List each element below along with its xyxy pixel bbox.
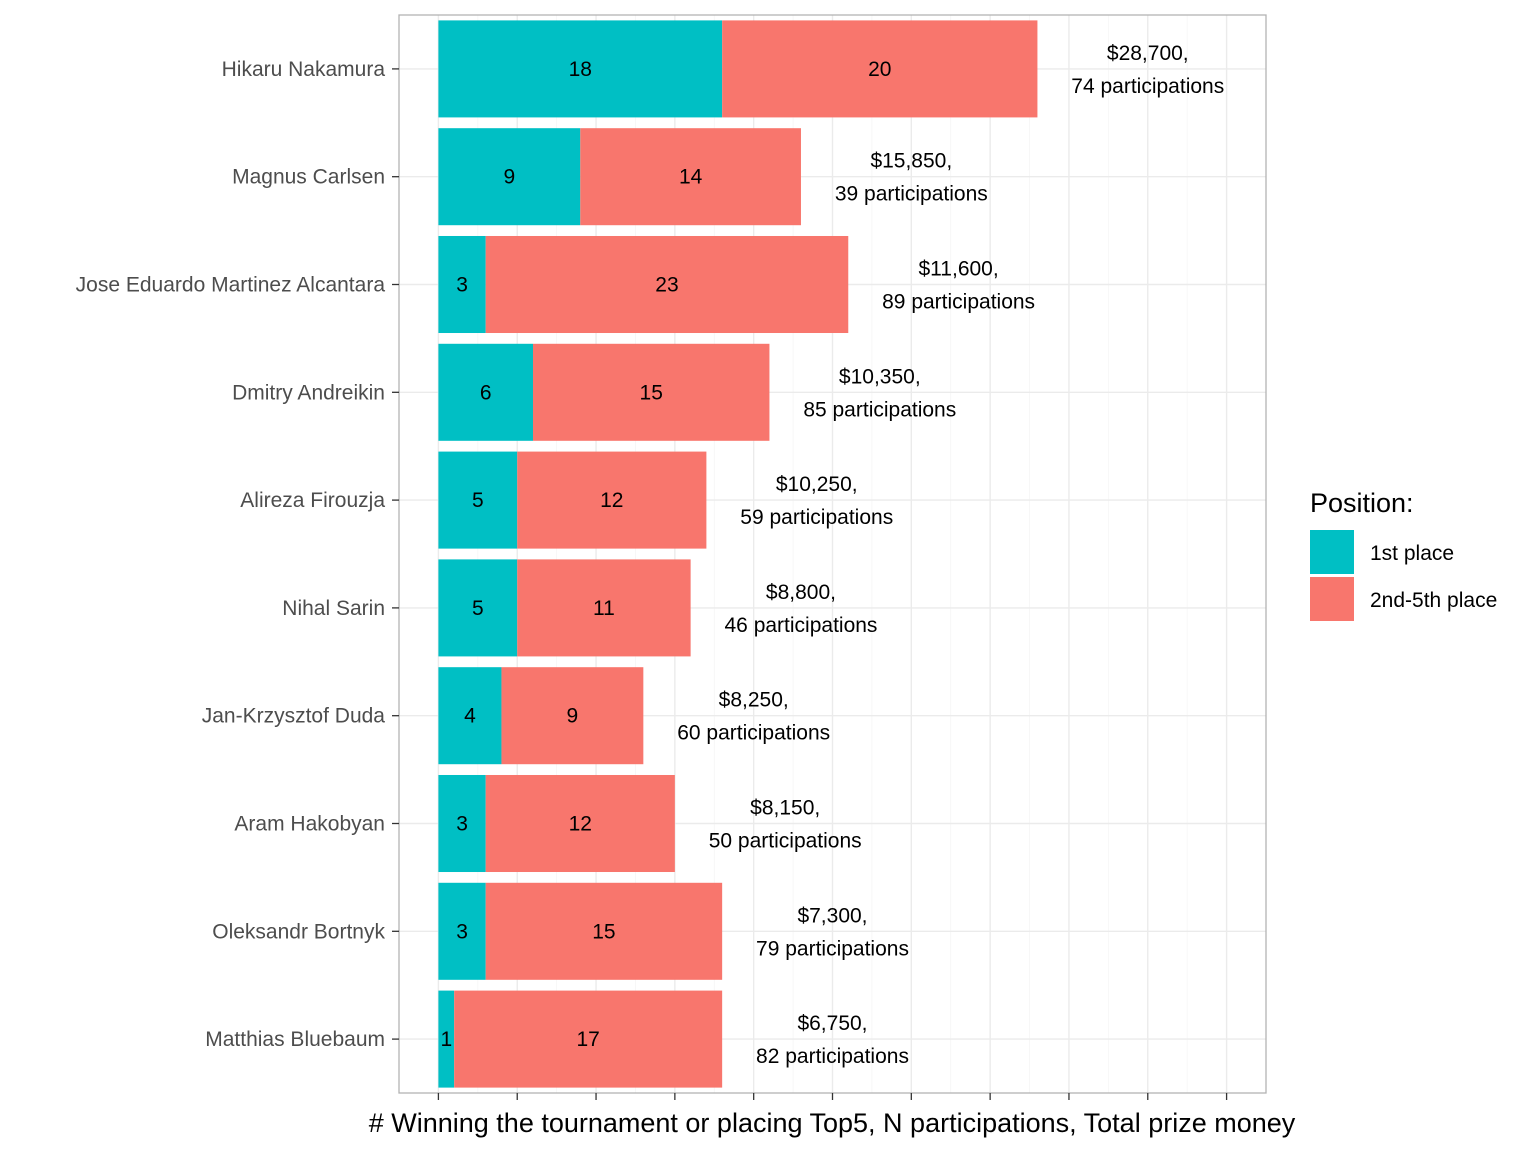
prize-annotation: $8,250,	[719, 689, 789, 712]
y-tick-label: Alireza Firouzja	[240, 489, 385, 512]
bar-value-label: 23	[655, 274, 678, 297]
bar-value-label: 3	[456, 274, 468, 297]
bar-second-fifth-place	[485, 235, 849, 334]
y-tick-label: Nihal Sarin	[282, 597, 385, 620]
bar-first-place	[438, 20, 723, 118]
y-tick-label: Jan-Krzysztof Duda	[202, 705, 386, 728]
prize-annotation: $8,150,	[750, 797, 820, 820]
bar-value-label: 18	[569, 58, 592, 81]
bar-second-fifth-place	[485, 882, 723, 980]
bar-first-place	[438, 667, 502, 765]
participations-annotation: 39 participations	[835, 183, 988, 206]
prize-annotation: $28,700,	[1107, 42, 1189, 65]
prize-annotation: $15,850,	[870, 150, 952, 173]
bar-second-fifth-place	[532, 343, 770, 441]
bar-first-place	[438, 128, 581, 226]
bars	[438, 20, 1038, 1088]
bar-second-fifth-place	[517, 559, 691, 657]
bar-value-label: 4	[464, 705, 476, 728]
legend-key-first-place	[1310, 530, 1354, 574]
legend-title: Position:	[1310, 488, 1414, 518]
y-tick-label: Magnus Carlsen	[232, 166, 385, 189]
participations-annotation: 59 participations	[740, 506, 893, 529]
bar-value-label: 9	[567, 705, 579, 728]
participations-annotation: 74 participations	[1071, 75, 1224, 98]
participations-annotation: 46 participations	[725, 614, 878, 637]
bar-value-label: 5	[472, 489, 484, 512]
y-tick-label: Aram Hakobyan	[234, 813, 385, 836]
bar-first-place	[438, 235, 486, 334]
participations-annotation: 89 participations	[882, 291, 1035, 314]
bar-value-label: 3	[456, 920, 468, 943]
legend-label: 2nd-5th place	[1370, 589, 1497, 612]
legend-label: 1st place	[1370, 542, 1454, 565]
participations-annotation: 85 participations	[803, 398, 956, 421]
prize-annotation: $10,350,	[839, 365, 921, 388]
y-tick-label: Oleksandr Bortnyk	[212, 920, 385, 943]
bar-value-label: 5	[472, 597, 484, 620]
prize-annotation: $11,600,	[919, 258, 999, 281]
y-tick-label: Jose Eduardo Martinez Alcantara	[76, 274, 386, 297]
bar-first-place	[438, 990, 455, 1088]
participations-annotation: 50 participations	[709, 830, 862, 853]
bar-first-place	[438, 343, 533, 441]
prize-annotation: $10,250,	[776, 473, 858, 496]
bar-value-label: 12	[569, 813, 592, 836]
bar-value-label: 20	[868, 58, 891, 81]
bar-second-fifth-place	[485, 774, 675, 873]
bar-value-label: 12	[600, 489, 623, 512]
bar-first-place	[438, 774, 486, 873]
bar-value-label: 1	[440, 1028, 452, 1051]
participations-annotation: 82 participations	[756, 1045, 909, 1068]
participations-annotation: 79 participations	[756, 937, 909, 960]
y-tick-label: Dmitry Andreikin	[232, 381, 385, 404]
y-axis: Hikaru Nakamura Magnus Carlsen Jose Eduard…	[76, 58, 1228, 1100]
bar-value-label: 15	[592, 920, 615, 943]
bar-first-place	[438, 882, 486, 980]
bar-value-label: 14	[679, 166, 703, 189]
bar-second-fifth-place	[501, 667, 644, 765]
prize-annotation: $8,800,	[766, 581, 836, 604]
bar-first-place	[438, 451, 518, 549]
bar-value-label: 6	[480, 381, 492, 404]
bar-value-label: 9	[504, 166, 516, 189]
annotations: $28,700, 74 participations $15,850, 39 part…	[677, 42, 1224, 1068]
legend-key-second-fifth-place	[1310, 577, 1354, 621]
bar-first-place	[438, 559, 518, 657]
bar-value-label: 11	[593, 597, 615, 620]
bar-value-label: 3	[456, 813, 468, 836]
participations-annotation: 60 participations	[677, 722, 830, 745]
bar-value-label: 17	[576, 1028, 599, 1051]
bar-second-fifth-place	[580, 128, 801, 226]
legend: Position: 1st place 2nd-5th place	[1310, 488, 1497, 621]
bar-labels: 18 20 9 14 3 23 6 15 5 12 5 11 4 9 3 12 3 15 1 17	[440, 58, 891, 1051]
x-axis-title: # Winning the tournament or placing Top5…	[369, 1108, 1296, 1138]
bar-second-fifth-place	[517, 451, 707, 549]
prize-annotation: $7,300,	[797, 904, 867, 927]
prize-annotation: $6,750,	[797, 1012, 867, 1035]
bar-second-fifth-place	[722, 20, 1038, 118]
bar-value-label: 15	[640, 381, 663, 404]
bar-second-fifth-place	[454, 990, 723, 1088]
y-tick-label: Hikaru Nakamura	[222, 58, 386, 81]
y-tick-label: Matthias Bluebaum	[205, 1028, 385, 1051]
